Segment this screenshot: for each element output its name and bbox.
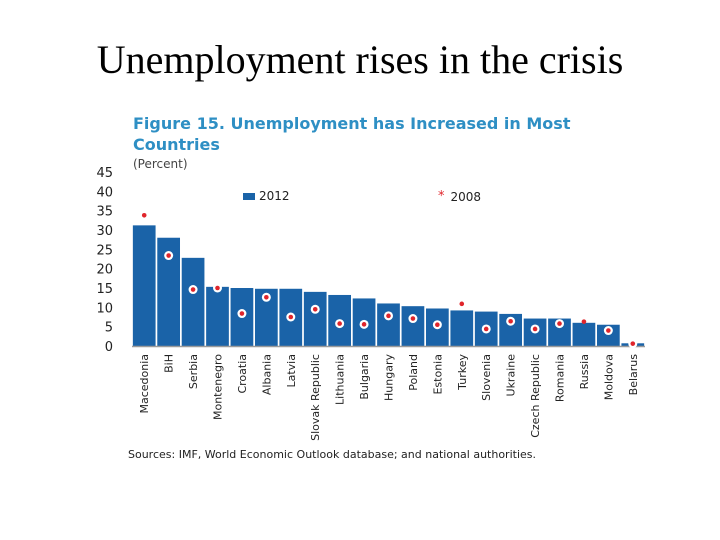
- category-label: Serbia: [187, 354, 200, 389]
- category-label: Estonia: [431, 354, 444, 395]
- bar-2012: [254, 288, 278, 346]
- category-label: Romania: [554, 354, 567, 402]
- marker-2008: [337, 321, 342, 326]
- category-label: Ukraine: [505, 354, 518, 397]
- bar-2012: [157, 237, 181, 346]
- figure-title: Figure 15. Unemployment has Increased in…: [133, 114, 571, 154]
- marker-2008: [410, 316, 416, 321]
- bar-2012: [206, 286, 229, 346]
- category-label: Turkey: [456, 354, 469, 391]
- y-tick-label: 0: [105, 340, 113, 355]
- bar-2012: [572, 322, 596, 346]
- marker-2008: [581, 319, 587, 324]
- marker-2008: [483, 326, 489, 332]
- category-label: Bulgaria: [358, 354, 371, 400]
- category-label: Montenegro: [212, 354, 225, 420]
- y-tick-label: 10: [96, 301, 113, 316]
- y-tick-label: 15: [96, 282, 113, 297]
- legend-bar-swatch: [243, 192, 255, 200]
- bar-2012: [377, 303, 400, 346]
- marker-2008: [508, 318, 513, 324]
- marker-2008: [141, 213, 147, 218]
- y-tick-label: 25: [96, 243, 113, 258]
- category-label: Poland: [407, 354, 420, 391]
- figure-unit: (Percent): [133, 157, 188, 171]
- marker-2008: [361, 322, 367, 327]
- marker-2008: [190, 287, 196, 292]
- y-tick-label: 45: [96, 166, 113, 181]
- legend-star-icon: *: [438, 189, 445, 204]
- category-label: Belarus: [627, 354, 640, 396]
- y-tick-label: 5: [105, 321, 113, 336]
- marker-2008: [239, 311, 245, 316]
- bar-2012: [303, 291, 327, 346]
- marker-2008: [166, 253, 171, 258]
- bar-2012: [181, 257, 205, 346]
- category-label: Czech Republic: [529, 354, 542, 438]
- marker-2008: [386, 313, 391, 319]
- marker-2008: [435, 322, 440, 328]
- category-label: Albania: [260, 354, 273, 395]
- legend-2012: 2012: [243, 189, 290, 203]
- bar-2012: [401, 306, 425, 346]
- legend-2008: * 2008: [438, 189, 481, 204]
- category-label: Croatia: [236, 354, 249, 394]
- slide-title: Unemployment rises in the crisis: [96, 37, 624, 82]
- legend-2012-label: 2012: [259, 189, 290, 203]
- y-tick-label: 35: [96, 205, 113, 220]
- marker-2008: [264, 294, 269, 300]
- legend-2008-label: 2008: [450, 189, 482, 204]
- marker-2008: [532, 326, 538, 332]
- y-tick-label: 30: [96, 224, 113, 239]
- marker-2008: [288, 314, 294, 320]
- marker-2008: [606, 328, 611, 333]
- category-label: Macedonia: [138, 354, 151, 414]
- category-label: Lithuania: [334, 354, 347, 405]
- bar-2012: [499, 313, 523, 346]
- bar-2012: [548, 318, 571, 346]
- category-label: Slovenia: [480, 354, 493, 401]
- marker-2008: [630, 341, 636, 346]
- category-label: BiH: [163, 354, 176, 373]
- marker-2008: [312, 306, 318, 312]
- y-tick-label: 40: [96, 185, 113, 200]
- marker-2008: [459, 301, 465, 307]
- bar-2012: [132, 225, 156, 346]
- bar-2012: [450, 310, 474, 346]
- marker-2008: [215, 285, 220, 291]
- figure-source: Sources: IMF, World Economic Outlook dat…: [128, 448, 536, 461]
- category-label: Moldova: [602, 354, 615, 400]
- category-label: Hungary: [383, 354, 396, 401]
- marker-2008: [557, 321, 562, 326]
- bar-2012: [596, 324, 620, 346]
- category-label: Latvia: [285, 354, 298, 388]
- category-label: Russia: [578, 354, 591, 389]
- category-label: Slovak Republic: [309, 354, 322, 441]
- y-tick-label: 20: [96, 263, 113, 278]
